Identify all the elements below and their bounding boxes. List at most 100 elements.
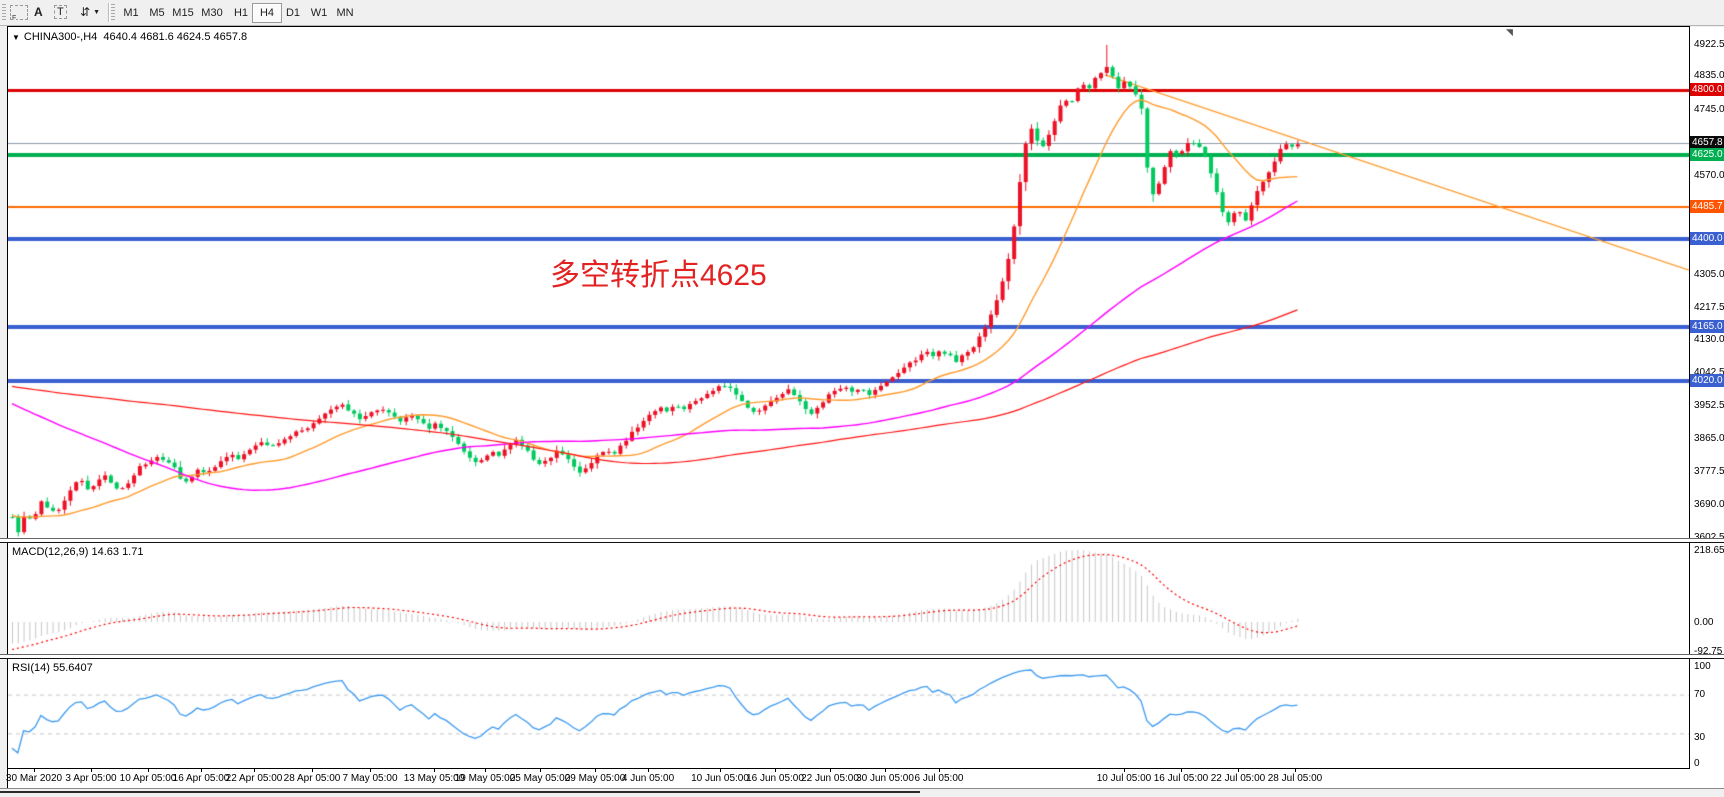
price-axis[interactable]: 4922.5 4835.0 4745.0 4570.0 4305.0 4217.5 4130…	[1686, 27, 1724, 788]
price-badge-4625.0: 4625.0	[1690, 148, 1724, 161]
axis-tick-label: 4570.0	[1694, 170, 1724, 181]
timeframe-m15[interactable]: M15	[172, 7, 194, 19]
date-tick-label: 4 Jun 05:00	[621, 773, 675, 784]
axis-tick-label: 4835.0	[1694, 70, 1724, 81]
date-tick-label: 30 Mar 2020	[5, 773, 63, 784]
axis-tick-label: 3952.5	[1694, 400, 1724, 411]
date-tick-label: 28 Apr 05:00	[283, 773, 341, 784]
timeframe-m5[interactable]: M5	[149, 7, 165, 19]
top-toolbar: F A T ⇵ ▼ M1 M5 M15 M30 H1 H4 D1 W1 MN	[0, 0, 1724, 26]
main-chart-canvas[interactable]	[8, 27, 1689, 538]
axis-tick-label: 3777.5	[1694, 466, 1724, 477]
date-tick-label: 6 Jul 05:00	[914, 773, 964, 784]
date-tick-label: 3 Apr 05:00	[65, 773, 117, 784]
axis-tick-label: -92.75	[1694, 646, 1723, 657]
date-tick-mark	[1238, 769, 1239, 772]
text-label-icon[interactable]: A	[34, 5, 43, 19]
date-tick-mark	[91, 769, 92, 772]
axis-tick-label: 4217.5	[1694, 302, 1724, 313]
macd-panel-canvas[interactable]	[8, 543, 1689, 654]
ohlc-values: 4640.4 4681.6 4624.5 4657.8	[103, 31, 248, 43]
axis-tick-label: 218.65	[1694, 545, 1724, 556]
date-tick-label: 22 Jul 05:00	[1210, 773, 1266, 784]
date-tick-mark	[485, 769, 486, 772]
date-tick-mark	[201, 769, 202, 772]
price-badge-4165.0: 4165.0	[1690, 320, 1724, 333]
price-badge-4657.8: 4657.8	[1690, 136, 1724, 149]
date-tick-label: 30 Jun 05:00	[856, 773, 914, 784]
date-tick-label: 10 Jun 05:00	[691, 773, 749, 784]
price-badge-4400.0: 4400.0	[1690, 232, 1724, 245]
timeframe-m1[interactable]: M1	[123, 7, 139, 19]
price-badge-4800.0: 4800.0	[1690, 83, 1724, 96]
timeframe-h1[interactable]: H1	[233, 7, 249, 19]
date-tick-mark	[434, 769, 435, 772]
plot-top-border	[7, 26, 1690, 27]
date-tick-label: 16 Jun 05:00	[746, 773, 804, 784]
timeframe-mn[interactable]: MN	[336, 7, 354, 19]
date-tick-mark	[1295, 769, 1296, 772]
timeframe-d1[interactable]: D1	[285, 7, 301, 19]
date-tick-mark	[34, 769, 35, 772]
chinese-annotation-text[interactable]: 多空转折点4625	[550, 259, 767, 292]
date-tick-mark	[648, 769, 649, 772]
date-tick-label: 16 Apr 05:00	[172, 773, 230, 784]
axis-tick-label: 4745.0	[1694, 104, 1724, 115]
date-tick-mark	[148, 769, 149, 772]
date-tick-label: 29 May 05:00	[564, 773, 626, 784]
timeframe-w1[interactable]: W1	[310, 7, 328, 19]
macd-indicator-label: MACD(12,26,9) 14.63 1.71	[12, 546, 144, 558]
date-tick-label: 22 Apr 05:00	[225, 773, 283, 784]
date-tick-mark	[312, 769, 313, 772]
axis-tick-label: 70	[1694, 689, 1706, 700]
bottom-window-edge	[0, 788, 1724, 797]
date-tick-mark	[254, 769, 255, 772]
date-tick-label: 16 Jul 05:00	[1153, 773, 1209, 784]
date-tick-mark	[885, 769, 886, 772]
axis-tick-label: 0	[1694, 758, 1700, 769]
timeframe-m30[interactable]: M30	[201, 7, 223, 19]
toolbar-separator	[108, 3, 110, 22]
date-tick-mark	[370, 769, 371, 772]
axis-tick-label: 3602.5	[1694, 532, 1724, 543]
date-tick-mark	[939, 769, 940, 772]
date-tick-mark	[595, 769, 596, 772]
macd-splitter[interactable]	[0, 538, 1724, 543]
axis-tick-label: 3865.0	[1694, 433, 1724, 444]
axis-tick-label: 3690.0	[1694, 499, 1724, 510]
price-badge-4485.7: 4485.7	[1690, 200, 1724, 213]
axis-tick-label: 4042.5	[1694, 367, 1724, 378]
price-badge-4020.0: 4020.0	[1690, 374, 1724, 387]
date-tick-label: 10 Jul 05:00	[1096, 773, 1152, 784]
toolbar-grip-2[interactable]	[111, 4, 115, 21]
rsi-indicator-label: RSI(14) 55.6407	[12, 662, 93, 674]
axis-tick-label: 30	[1694, 732, 1706, 743]
date-tick-label: 25 May 05:00	[509, 773, 571, 784]
date-tick-label: 13 May 05:00	[403, 773, 465, 784]
date-tick-mark	[720, 769, 721, 772]
date-tick-mark	[1181, 769, 1182, 772]
chart-title: ▼ CHINA300-,H4 4640.4 4681.6 4624.5 4657.…	[12, 31, 247, 43]
rsi-panel-canvas[interactable]	[8, 659, 1689, 768]
date-tick-label: 10 Apr 05:00	[119, 773, 177, 784]
date-tick-label: 28 Jul 05:00	[1267, 773, 1323, 784]
text-tool-icon[interactable]: T	[54, 3, 67, 21]
arrows-tool-icon[interactable]: ⇵ ▼	[80, 5, 100, 19]
axis-tick-label: 4922.5	[1694, 39, 1724, 50]
grid-flag-icon[interactable]: F	[10, 3, 28, 22]
axis-tick-label: 4305.0	[1694, 269, 1724, 280]
date-tick-mark	[830, 769, 831, 772]
timeframe-h4[interactable]: H4	[252, 3, 282, 23]
plot-right-border	[1689, 26, 1690, 788]
symbol-timeframe-label: CHINA300-,H4	[23, 31, 98, 43]
plot-left-border	[7, 26, 8, 788]
toolbar-grip[interactable]	[2, 4, 6, 21]
rsi-splitter[interactable]	[0, 654, 1724, 659]
date-tick-mark	[1124, 769, 1125, 772]
one-click-trading-arrow[interactable]: ▼	[12, 33, 20, 42]
date-tick-label: 22 Jun 05:00	[801, 773, 859, 784]
chart-shift-marker-icon[interactable]: ◥	[1506, 27, 1513, 37]
axis-tick-label: 0.00	[1694, 617, 1714, 628]
date-axis[interactable]: 30 Mar 2020 3 Apr 05:00 10 Apr 05:00 16 Apr…	[5, 768, 1690, 789]
